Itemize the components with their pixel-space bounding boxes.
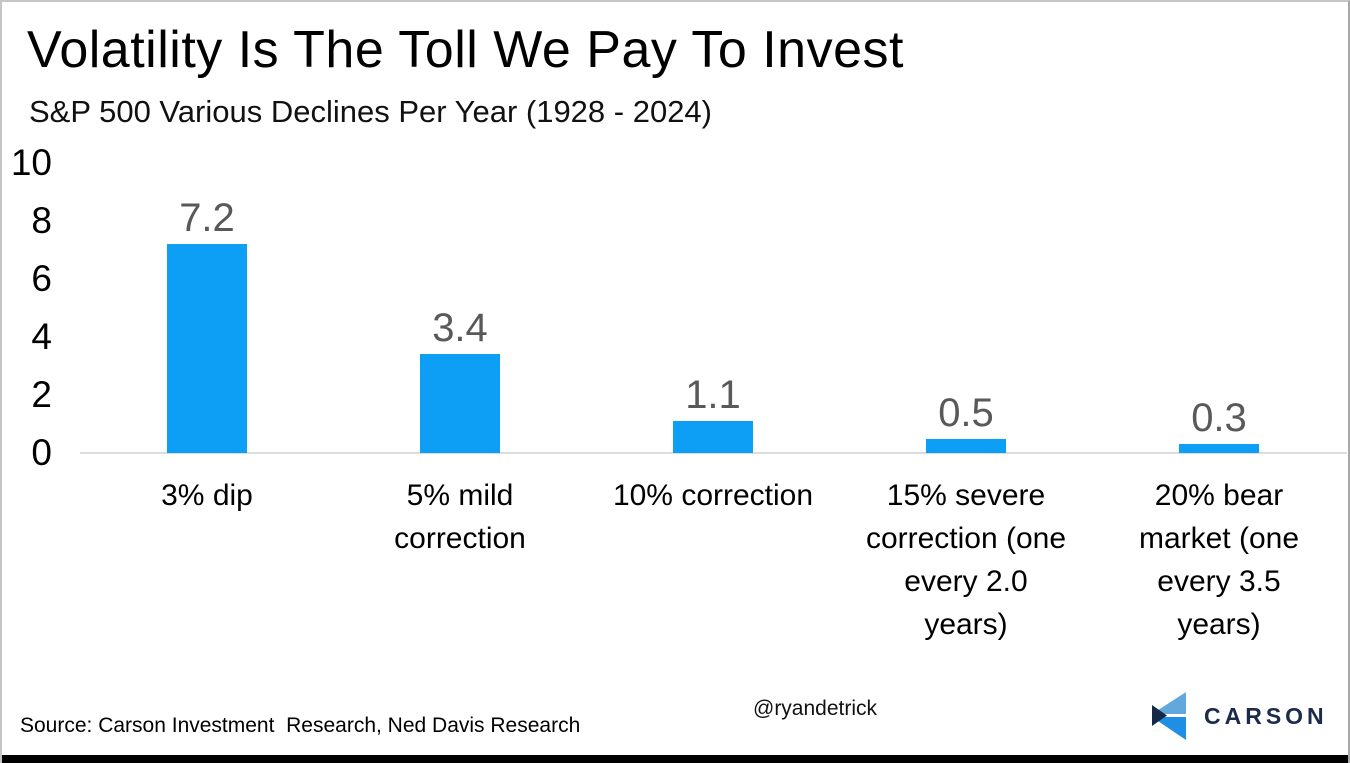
- data-label: 0.5: [938, 390, 994, 435]
- y-axis-tick-label: 8: [31, 200, 52, 241]
- x-axis-baseline: [80, 452, 1347, 454]
- data-label: 7.2: [179, 196, 235, 241]
- data-label: 0.3: [1191, 396, 1247, 441]
- y-axis-tick-label: 4: [31, 316, 52, 357]
- category-label: 5% mild correction: [394, 479, 526, 555]
- y-axis-tick-label: 10: [10, 142, 52, 183]
- chart-title: Volatility Is The Toll We Pay To Invest: [27, 21, 904, 79]
- category-label: 10% correction: [612, 479, 814, 512]
- carson-logo: CARSON: [1150, 692, 1328, 740]
- category-label: 3% dip: [161, 479, 253, 512]
- logo-top-triangle: [1152, 692, 1186, 714]
- logo-dark-triangle: [1152, 705, 1167, 726]
- bar-5: [1179, 444, 1259, 453]
- bar-3: [673, 421, 753, 453]
- chart-subtitle: S&P 500 Various Declines Per Year (1928 …: [29, 94, 712, 129]
- carson-logo-icon: [1150, 692, 1188, 740]
- twitter-handle: @ryandetrick: [753, 697, 878, 720]
- logo-bottom-triangle: [1152, 717, 1186, 740]
- bar-2: [420, 354, 500, 453]
- source-note: Source: Carson Investment Research, Ned …: [20, 714, 581, 737]
- bar-4: [926, 438, 1006, 453]
- category-label: 20% bear market (one every 3.5 years): [1138, 479, 1300, 641]
- y-axis-tick-label: 0: [31, 432, 52, 473]
- bottom-black-strip: [2, 755, 1348, 763]
- data-label: 1.1: [685, 373, 741, 418]
- y-axis-tick-label: 6: [31, 258, 52, 299]
- y-axis-tick-label: 2: [31, 374, 52, 415]
- category-label: 15% severe correction (one every 2.0 yea…: [865, 479, 1067, 641]
- data-label: 3.4: [432, 306, 488, 351]
- bar-1: [167, 244, 247, 453]
- carson-logo-text: CARSON: [1204, 702, 1328, 729]
